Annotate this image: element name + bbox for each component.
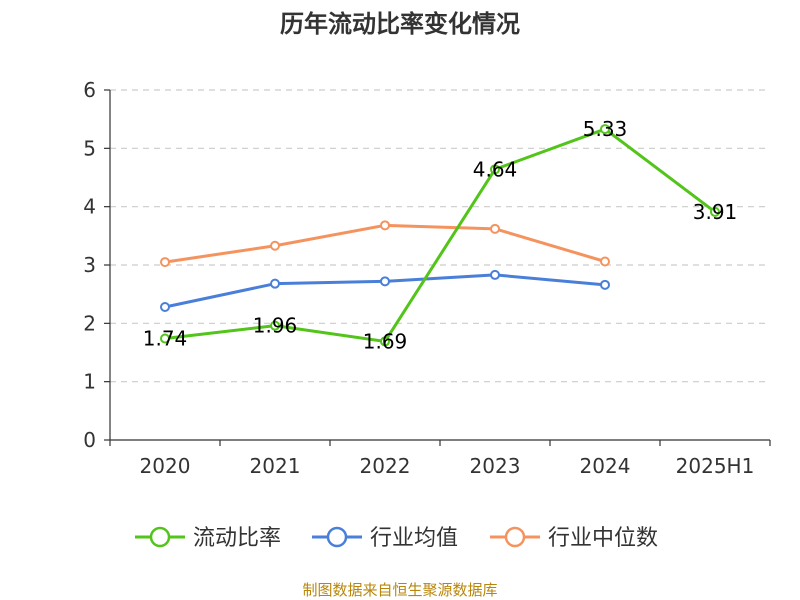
series-0-point-2	[380, 336, 390, 347]
series-1-point-2	[380, 276, 390, 287]
y-tick-label-6: 6	[83, 78, 96, 102]
series-1-point-4	[600, 279, 610, 290]
legend-label: 行业中位数	[548, 526, 658, 551]
chart-title: 历年流动比率变化情况	[280, 10, 520, 38]
series-0-point-4	[600, 124, 610, 135]
series-0-point-1	[270, 320, 280, 331]
y-tick-label-3: 3	[83, 253, 96, 277]
x-tick-label-2020: 2020	[140, 454, 191, 478]
series-2-point-1	[270, 240, 280, 251]
series-line-0	[164, 127, 716, 343]
y-tick-label-4: 4	[83, 195, 96, 219]
legend-swatch-marker	[326, 526, 348, 548]
series-line-2	[164, 223, 606, 264]
series-0-point-0	[160, 333, 170, 344]
x-tick-label-2025H1: 2025H1	[676, 454, 755, 478]
legend-swatch-marker	[504, 526, 526, 548]
legend-label: 行业均值	[370, 526, 458, 551]
legend-item-0[interactable]: 流动比率	[135, 526, 281, 551]
series-1-point-1	[270, 278, 280, 289]
legend-swatch-marker	[149, 526, 171, 548]
y-tick-label-5: 5	[83, 136, 96, 160]
series-1-point-3	[490, 269, 500, 280]
x-tick-label-2024: 2024	[580, 454, 631, 478]
data-label-2024: 5.33	[583, 117, 628, 141]
data-label-2020: 1.74	[143, 327, 188, 351]
legend[interactable]: 流动比率 行业均值 行业中位数	[135, 526, 658, 551]
grid-lines	[110, 89, 770, 383]
legend-item-1[interactable]: 行业均值	[312, 526, 458, 551]
series-1-point-0	[160, 302, 170, 312]
source-note: 制图数据来自恒生聚源数据库	[302, 581, 497, 599]
data-label-2022: 1.69	[363, 329, 408, 353]
data-labels: 1.74 1.96 1.69 4.64 5.33 3.91	[143, 117, 738, 353]
x-tick-label-2022: 2022	[360, 454, 411, 478]
y-tick-label-2: 2	[83, 311, 96, 335]
series-group	[160, 124, 720, 347]
y-tick-label-1: 1	[83, 370, 96, 394]
series-0-point-3	[490, 164, 500, 175]
legend-label: 流动比率	[193, 526, 281, 551]
data-label-2023: 4.64	[473, 157, 518, 181]
legend-item-2[interactable]: 行业中位数	[490, 526, 658, 551]
y-tick-label-0: 0	[83, 428, 96, 452]
series-0-point-5	[710, 206, 720, 217]
axes: 0 1 2 3 4 5 6 2020 2021 2022 2023 2024 2025H1	[83, 78, 771, 478]
series-2-point-3	[490, 223, 500, 234]
x-tick-label-2023: 2023	[470, 454, 521, 478]
series-2-point-4	[600, 256, 610, 267]
data-label-2021: 1.96	[253, 314, 298, 338]
series-2-point-2	[380, 220, 390, 231]
x-tick-label-2021: 2021	[250, 454, 301, 478]
series-2-point-0	[160, 257, 170, 268]
data-label-2025H1: 3.91	[693, 200, 738, 224]
